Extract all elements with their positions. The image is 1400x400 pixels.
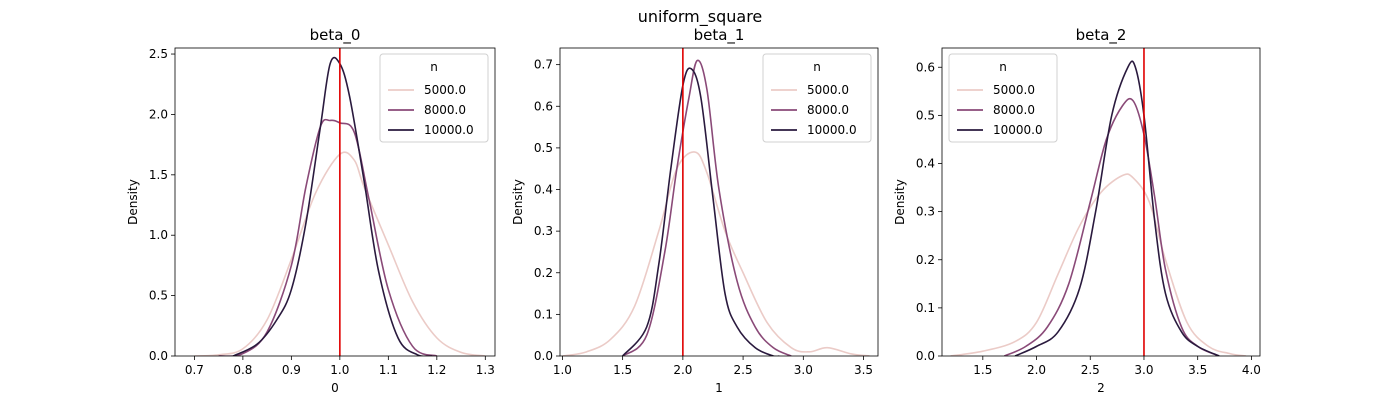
y-tick-label: 0.4	[916, 157, 935, 171]
legend-label-8000.0: 8000.0	[424, 103, 466, 117]
legend-label-5000.0: 5000.0	[807, 83, 849, 97]
x-tick-label: 3.5	[1188, 363, 1207, 377]
x-tick-label: 0.7	[185, 363, 204, 377]
x-tick-label: 0.8	[233, 363, 252, 377]
legend: n 5000.0 8000.0 10000.0	[379, 53, 489, 143]
x-tick-label: 1.5	[613, 363, 632, 377]
x-tick-label: 2.5	[734, 363, 753, 377]
y-tick-label: 0.5	[916, 108, 935, 122]
plot-area	[950, 48, 1247, 356]
subplot-title: beta_0	[310, 26, 361, 45]
legend-label-10000.0: 10000.0	[424, 123, 474, 137]
y-tick-label: 0.4	[534, 183, 553, 197]
x-tick-label: 0.9	[282, 363, 301, 377]
legend-frame	[379, 53, 489, 143]
x-tick-label: 1.0	[553, 363, 572, 377]
axes-frame	[941, 47, 1261, 357]
legend: n 5000.0 8000.0 10000.0	[762, 53, 872, 143]
series-group	[194, 56, 486, 356]
subplot-title: beta_1	[694, 26, 745, 45]
legend-label-5000.0: 5000.0	[993, 83, 1035, 97]
plot-area	[562, 48, 870, 356]
y-tick-label: 0.6	[916, 60, 935, 74]
y-tick-label: 2.5	[149, 47, 168, 61]
y-tick-label: 1.0	[149, 228, 168, 242]
kde-line-8000.0	[218, 118, 438, 356]
legend: n 5000.0 8000.0 10000.0	[948, 53, 1058, 143]
x-tick-label: 3.0	[794, 363, 813, 377]
kde-line-5000.0	[194, 151, 486, 356]
x-axis-label: 2	[1097, 381, 1105, 395]
subplot-beta_0: 0.7 0.8 0.9 1.0 1.1 1.2 1.3 0.0 0.5 1.0 1.5 2.0 2.5 b…	[126, 26, 496, 395]
figure-suptitle: uniform_square	[638, 7, 763, 27]
y-tick-label: 0.5	[149, 289, 168, 303]
x-tick-label: 1.2	[427, 363, 446, 377]
y-tick-label: 0.3	[916, 205, 935, 219]
legend-frame	[948, 53, 1058, 143]
x-tick-label: 1.5	[973, 363, 992, 377]
y-tick-label: 0.5	[534, 141, 553, 155]
x-axis-label: 0	[331, 381, 339, 395]
subplot-title: beta_2	[1076, 26, 1127, 45]
legend-title: n	[813, 60, 821, 74]
axes-frame	[559, 47, 879, 357]
kde-line-10000.0	[232, 56, 433, 356]
subplot-beta_2: 1.5 2.0 2.5 3.0 3.5 4.0 0.0 0.1 0.2 0.3 0.4 0.5 0.6 b…	[893, 26, 1261, 395]
y-tick-label: 0.0	[534, 349, 553, 363]
y-tick-label: 0.1	[534, 307, 553, 321]
legend-label-10000.0: 10000.0	[993, 123, 1043, 137]
y-tick-label: 0.1	[916, 301, 935, 315]
legend-title: n	[999, 60, 1007, 74]
y-tick-label: 1.5	[149, 168, 168, 182]
kde-line-10000.0	[622, 67, 780, 356]
series-group	[950, 60, 1247, 356]
subplots: 0.7 0.8 0.9 1.0 1.1 1.2 1.3 0.0 0.5 1.0 1.5 2.0 2.5 b…	[126, 26, 1261, 395]
y-tick-label: 0.2	[534, 266, 553, 280]
y-tick-label: 2.0	[149, 107, 168, 121]
subplot-beta_1: 1.0 1.5 2.0 2.5 3.0 3.5 0.0 0.1 0.2 0.3 0.4 0.5 0.6 0…	[511, 26, 879, 395]
y-axis-label: Density	[126, 179, 140, 225]
x-tick-label: 1.3	[476, 363, 495, 377]
x-tick-label: 2.0	[1027, 363, 1046, 377]
kde-line-10000.0	[1014, 60, 1220, 356]
legend-label-5000.0: 5000.0	[424, 83, 466, 97]
y-tick-label: 0.0	[149, 349, 168, 363]
x-tick-label: 3.0	[1134, 363, 1153, 377]
x-tick-label: 2.5	[1081, 363, 1100, 377]
kde-line-5000.0	[562, 151, 870, 356]
axes-frame	[174, 47, 496, 357]
legend-frame	[762, 53, 872, 143]
x-tick-label: 1.0	[330, 363, 349, 377]
series-group	[562, 59, 870, 356]
y-tick-label: 0.2	[916, 253, 935, 267]
x-tick-label: 4.0	[1242, 363, 1261, 377]
y-axis-label: Density	[893, 179, 907, 225]
y-tick-label: 0.3	[534, 224, 553, 238]
x-tick-label: 3.5	[854, 363, 873, 377]
kde-line-5000.0	[950, 173, 1247, 356]
legend-label-8000.0: 8000.0	[993, 103, 1035, 117]
y-tick-label: 0.6	[534, 99, 553, 113]
y-tick-label: 0.7	[534, 58, 553, 72]
x-axis-label: 1	[715, 381, 723, 395]
y-axis-label: Density	[511, 179, 525, 225]
x-tick-label: 2.0	[673, 363, 692, 377]
legend-title: n	[430, 60, 438, 74]
plot-area	[194, 48, 486, 356]
x-tick-label: 1.1	[379, 363, 398, 377]
legend-label-8000.0: 8000.0	[807, 103, 849, 117]
kde-line-8000.0	[1003, 97, 1220, 356]
legend-label-10000.0: 10000.0	[807, 123, 857, 137]
kde-line-8000.0	[622, 59, 792, 356]
y-tick-label: 0.0	[916, 349, 935, 363]
